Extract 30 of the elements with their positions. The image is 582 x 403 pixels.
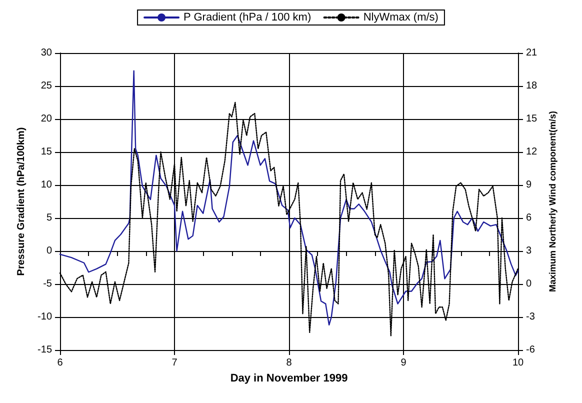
- y-tick-label: 20: [40, 114, 52, 124]
- y-tick-label: 30: [40, 48, 52, 58]
- y2-tick-label: 21: [526, 48, 538, 58]
- y2-axis-title: Maximum Northerly Wind component(m/s): [548, 111, 558, 292]
- legend-label: NlyWmax (m/s): [363, 12, 438, 24]
- y-tick-label: -10: [38, 312, 52, 322]
- y2-tick-label: -6: [526, 344, 536, 356]
- y2-tick-label: -3: [526, 312, 536, 322]
- y-tick-label: 5: [46, 212, 52, 224]
- x-tick-label: 7: [172, 358, 178, 368]
- x-axis-title: Day in November 1999: [230, 372, 348, 384]
- y-tick-label: 15: [40, 146, 52, 158]
- x-tick-label: 8: [286, 358, 292, 368]
- y2-tick-label: 9: [526, 180, 532, 190]
- y-tick-label: 0: [46, 246, 52, 256]
- y-tick-label: 25: [40, 80, 52, 92]
- y2-tick-label: 3: [526, 246, 532, 256]
- y2-tick-label: 0: [526, 278, 532, 290]
- y-tick-label: -5: [43, 278, 52, 290]
- y-axis-title: Pressure Gradient (hPa/100km): [16, 127, 28, 276]
- y2-tick-label: 6: [526, 212, 532, 224]
- x-tick-label: 6: [57, 358, 64, 368]
- y2-tick-label: 15: [526, 114, 538, 124]
- x-tick-label: 10: [512, 358, 524, 368]
- y-tick-label: 10: [40, 180, 52, 190]
- y2-tick-label: 18: [526, 80, 538, 92]
- x-tick-label: 9: [400, 358, 407, 368]
- y2-tick-label: 12: [526, 146, 538, 158]
- y-tick-label: -15: [38, 344, 52, 356]
- legend-label: P Gradient (hPa / 100 km): [184, 12, 312, 24]
